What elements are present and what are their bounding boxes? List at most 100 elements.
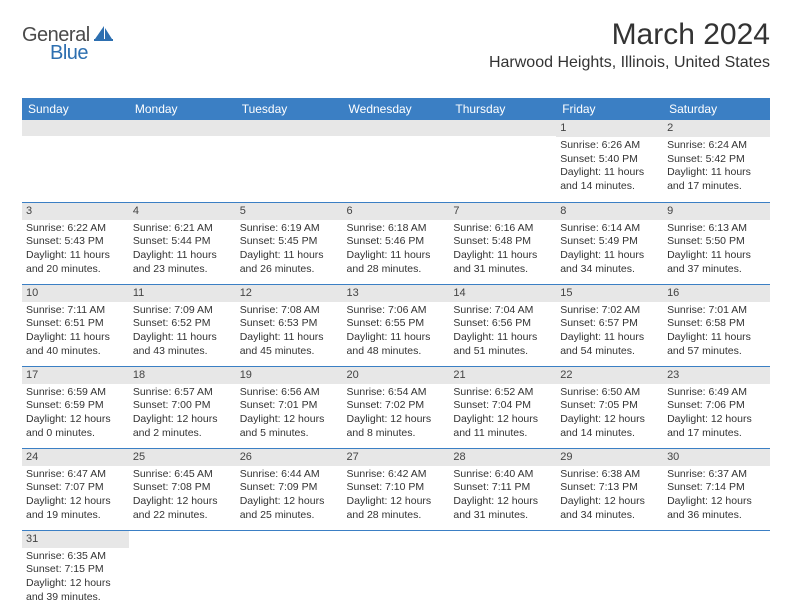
day-number: 12 bbox=[236, 285, 343, 302]
daylight-line-1: Daylight: 12 hours bbox=[26, 577, 125, 591]
calendar-cell: 11Sunrise: 7:09 AMSunset: 6:52 PMDayligh… bbox=[129, 284, 236, 366]
daylight-line-1: Daylight: 11 hours bbox=[26, 249, 125, 263]
sunset-line: Sunset: 6:56 PM bbox=[453, 317, 552, 331]
calendar-cell bbox=[449, 530, 556, 612]
daylight-line-2: and 36 minutes. bbox=[667, 509, 766, 523]
daylight-line-1: Daylight: 11 hours bbox=[347, 331, 446, 345]
sunset-line: Sunset: 6:59 PM bbox=[26, 399, 125, 413]
sunset-line: Sunset: 7:11 PM bbox=[453, 481, 552, 495]
day-number: 30 bbox=[663, 449, 770, 466]
title-block: March 2024 Harwood Heights, Illinois, Un… bbox=[489, 18, 770, 72]
cell-body: Sunrise: 6:49 AMSunset: 7:06 PMDaylight:… bbox=[663, 384, 770, 445]
day-number: 9 bbox=[663, 203, 770, 220]
daylight-line-2: and 22 minutes. bbox=[133, 509, 232, 523]
sunset-line: Sunset: 5:48 PM bbox=[453, 235, 552, 249]
daylight-line-2: and 40 minutes. bbox=[26, 345, 125, 359]
day-header: Wednesday bbox=[343, 98, 450, 120]
day-number: 5 bbox=[236, 203, 343, 220]
calendar-cell bbox=[556, 530, 663, 612]
daylight-line-1: Daylight: 12 hours bbox=[240, 413, 339, 427]
calendar-cell: 14Sunrise: 7:04 AMSunset: 6:56 PMDayligh… bbox=[449, 284, 556, 366]
day-header: Friday bbox=[556, 98, 663, 120]
daylight-line-2: and 23 minutes. bbox=[133, 263, 232, 277]
sunset-line: Sunset: 7:07 PM bbox=[26, 481, 125, 495]
day-number: 31 bbox=[22, 531, 129, 548]
daylight-line-2: and 37 minutes. bbox=[667, 263, 766, 277]
calendar-cell: 19Sunrise: 6:56 AMSunset: 7:01 PMDayligh… bbox=[236, 366, 343, 448]
daylight-line-1: Daylight: 12 hours bbox=[453, 413, 552, 427]
daylight-line-2: and 31 minutes. bbox=[453, 509, 552, 523]
sunrise-line: Sunrise: 6:57 AM bbox=[133, 386, 232, 400]
sunset-line: Sunset: 7:15 PM bbox=[26, 563, 125, 577]
cell-body: Sunrise: 6:59 AMSunset: 6:59 PMDaylight:… bbox=[22, 384, 129, 445]
cell-body: Sunrise: 7:11 AMSunset: 6:51 PMDaylight:… bbox=[22, 302, 129, 363]
sunset-line: Sunset: 7:06 PM bbox=[667, 399, 766, 413]
calendar-cell bbox=[236, 530, 343, 612]
calendar-body: 1Sunrise: 6:26 AMSunset: 5:40 PMDaylight… bbox=[22, 120, 770, 612]
daylight-line-1: Daylight: 12 hours bbox=[667, 495, 766, 509]
calendar-week-row: 3Sunrise: 6:22 AMSunset: 5:43 PMDaylight… bbox=[22, 202, 770, 284]
daynum-bar-empty bbox=[236, 120, 343, 136]
calendar-cell: 8Sunrise: 6:14 AMSunset: 5:49 PMDaylight… bbox=[556, 202, 663, 284]
daylight-line-2: and 26 minutes. bbox=[240, 263, 339, 277]
day-number: 15 bbox=[556, 285, 663, 302]
daylight-line-2: and 28 minutes. bbox=[347, 263, 446, 277]
sunrise-line: Sunrise: 6:19 AM bbox=[240, 222, 339, 236]
sunset-line: Sunset: 5:44 PM bbox=[133, 235, 232, 249]
cell-body: Sunrise: 6:13 AMSunset: 5:50 PMDaylight:… bbox=[663, 220, 770, 281]
sunrise-line: Sunrise: 7:04 AM bbox=[453, 304, 552, 318]
daylight-line-1: Daylight: 11 hours bbox=[667, 166, 766, 180]
cell-body: Sunrise: 6:35 AMSunset: 7:15 PMDaylight:… bbox=[22, 548, 129, 609]
logo-text-blue: Blue bbox=[50, 42, 88, 64]
cell-body: Sunrise: 6:44 AMSunset: 7:09 PMDaylight:… bbox=[236, 466, 343, 527]
daylight-line-2: and 39 minutes. bbox=[26, 591, 125, 605]
day-number: 6 bbox=[343, 203, 450, 220]
sunset-line: Sunset: 5:45 PM bbox=[240, 235, 339, 249]
cell-body: Sunrise: 6:37 AMSunset: 7:14 PMDaylight:… bbox=[663, 466, 770, 527]
sunrise-line: Sunrise: 6:59 AM bbox=[26, 386, 125, 400]
sunset-line: Sunset: 5:49 PM bbox=[560, 235, 659, 249]
daylight-line-2: and 2 minutes. bbox=[133, 427, 232, 441]
cell-body: Sunrise: 6:18 AMSunset: 5:46 PMDaylight:… bbox=[343, 220, 450, 281]
calendar-cell bbox=[663, 530, 770, 612]
logo-blue-wrap: Blue bbox=[22, 42, 88, 65]
daylight-line-1: Daylight: 12 hours bbox=[240, 495, 339, 509]
sunset-line: Sunset: 5:42 PM bbox=[667, 153, 766, 167]
sunrise-line: Sunrise: 6:37 AM bbox=[667, 468, 766, 482]
day-number: 14 bbox=[449, 285, 556, 302]
daylight-line-1: Daylight: 12 hours bbox=[667, 413, 766, 427]
daylight-line-2: and 17 minutes. bbox=[667, 180, 766, 194]
sunrise-line: Sunrise: 6:35 AM bbox=[26, 550, 125, 564]
sunset-line: Sunset: 7:05 PM bbox=[560, 399, 659, 413]
daylight-line-2: and 48 minutes. bbox=[347, 345, 446, 359]
sunset-line: Sunset: 6:52 PM bbox=[133, 317, 232, 331]
cell-body: Sunrise: 6:45 AMSunset: 7:08 PMDaylight:… bbox=[129, 466, 236, 527]
cell-body: Sunrise: 7:09 AMSunset: 6:52 PMDaylight:… bbox=[129, 302, 236, 363]
cell-body: Sunrise: 7:04 AMSunset: 6:56 PMDaylight:… bbox=[449, 302, 556, 363]
sunrise-line: Sunrise: 6:40 AM bbox=[453, 468, 552, 482]
sunrise-line: Sunrise: 6:44 AM bbox=[240, 468, 339, 482]
cell-body: Sunrise: 6:42 AMSunset: 7:10 PMDaylight:… bbox=[343, 466, 450, 527]
sunset-line: Sunset: 7:09 PM bbox=[240, 481, 339, 495]
sunrise-line: Sunrise: 6:14 AM bbox=[560, 222, 659, 236]
daylight-line-1: Daylight: 11 hours bbox=[26, 331, 125, 345]
sunset-line: Sunset: 7:00 PM bbox=[133, 399, 232, 413]
sunrise-line: Sunrise: 7:02 AM bbox=[560, 304, 659, 318]
calendar-cell bbox=[22, 120, 129, 202]
calendar-cell: 7Sunrise: 6:16 AMSunset: 5:48 PMDaylight… bbox=[449, 202, 556, 284]
header: General March 2024 Harwood Heights, Illi… bbox=[22, 18, 770, 72]
day-number: 22 bbox=[556, 367, 663, 384]
daylight-line-1: Daylight: 11 hours bbox=[667, 249, 766, 263]
day-number: 29 bbox=[556, 449, 663, 466]
daylight-line-1: Daylight: 12 hours bbox=[133, 495, 232, 509]
calendar-cell: 12Sunrise: 7:08 AMSunset: 6:53 PMDayligh… bbox=[236, 284, 343, 366]
sunrise-line: Sunrise: 6:18 AM bbox=[347, 222, 446, 236]
day-number: 21 bbox=[449, 367, 556, 384]
daylight-line-2: and 45 minutes. bbox=[240, 345, 339, 359]
daylight-line-1: Daylight: 12 hours bbox=[347, 495, 446, 509]
day-number: 2 bbox=[663, 120, 770, 137]
sunset-line: Sunset: 7:13 PM bbox=[560, 481, 659, 495]
sunrise-line: Sunrise: 6:50 AM bbox=[560, 386, 659, 400]
sunrise-line: Sunrise: 6:49 AM bbox=[667, 386, 766, 400]
cell-body: Sunrise: 6:16 AMSunset: 5:48 PMDaylight:… bbox=[449, 220, 556, 281]
